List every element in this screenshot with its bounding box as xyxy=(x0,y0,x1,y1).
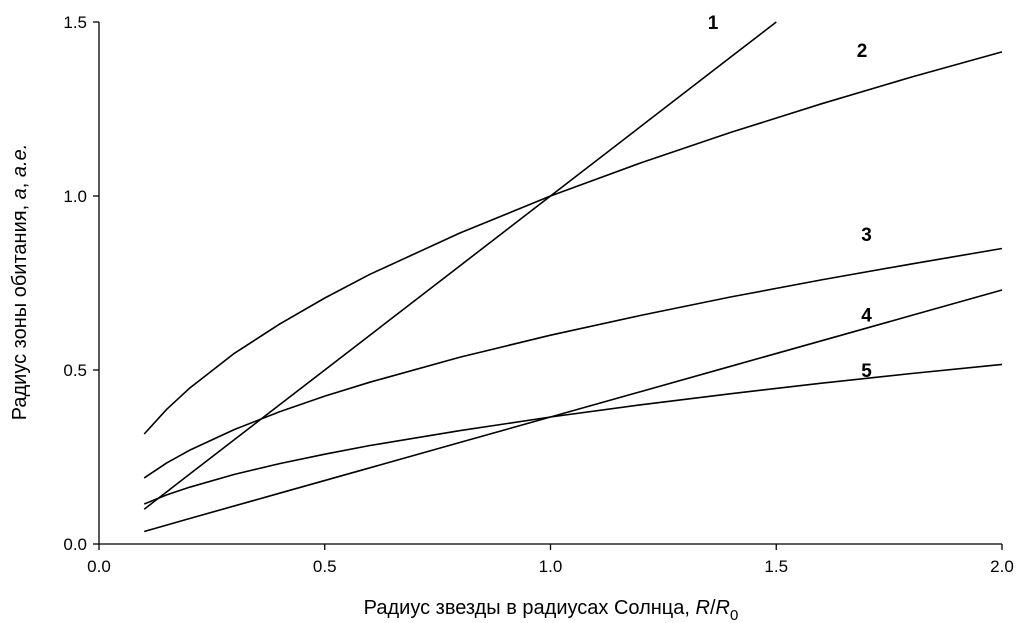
x-tick-label: 1.5 xyxy=(764,557,788,576)
curve-5 xyxy=(143,363,1003,505)
x-tick-label: 1.0 xyxy=(539,557,563,576)
y-tick-label: 0.0 xyxy=(63,535,87,554)
y-tick-label: 0.5 xyxy=(63,361,87,380)
x-tick-label: 0.5 xyxy=(313,557,337,576)
axes: 0.0 0.5 1.0 1.5 2.0 0.0 0.5 1.0 1.5 xyxy=(63,13,1013,576)
curve-labels: 1 2 3 4 5 xyxy=(708,13,873,382)
curve-label-3: 3 xyxy=(861,225,872,246)
x-tick-label: 2.0 xyxy=(990,557,1014,576)
curve-3 xyxy=(143,247,1003,479)
curve-1 xyxy=(143,21,777,510)
x-tick-label: 0.0 xyxy=(87,557,111,576)
curve-label-5: 5 xyxy=(861,361,872,382)
curve-label-2: 2 xyxy=(857,41,868,62)
curve-2 xyxy=(143,51,1003,435)
y-tick-label: 1.5 xyxy=(63,13,87,32)
y-axis-label: Радиус зоны обитания, a, а.е. xyxy=(9,144,31,421)
curve-label-1: 1 xyxy=(708,13,719,34)
x-axis-label: Радиус звезды в радиусах Солнца, R/R0 xyxy=(364,597,739,623)
y-tick-label: 1.0 xyxy=(63,187,87,206)
curves xyxy=(143,21,1003,533)
curve-label-4: 4 xyxy=(861,305,872,326)
